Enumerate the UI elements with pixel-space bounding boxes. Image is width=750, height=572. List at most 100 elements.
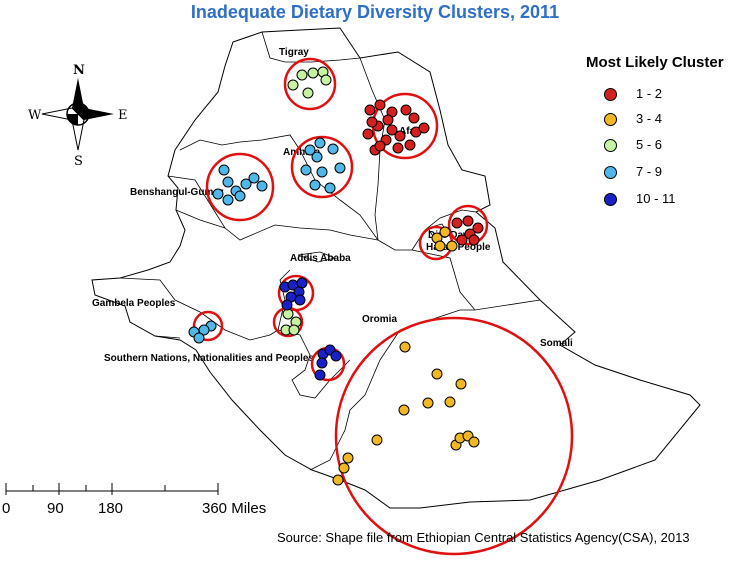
region-label-oromia: Oromia <box>362 314 397 325</box>
cluster-point <box>296 277 308 289</box>
scale-bar <box>5 483 219 495</box>
cluster-ring <box>192 310 224 342</box>
cluster-point <box>366 116 378 128</box>
cluster-point <box>392 142 404 154</box>
cluster-point <box>451 217 463 229</box>
compass-w-label: W <box>28 108 42 123</box>
cluster-point <box>212 188 224 200</box>
cluster-point <box>332 474 344 486</box>
cluster-point <box>400 104 412 116</box>
cluster-point <box>296 69 308 81</box>
cluster-point <box>342 452 354 464</box>
cluster-point <box>472 222 484 234</box>
cluster-point <box>222 194 234 206</box>
cluster-point <box>439 226 451 238</box>
legend-label: 1 - 2 <box>636 86 663 101</box>
cluster-point <box>334 162 346 174</box>
legend-label: 3 - 4 <box>636 111 663 126</box>
cluster-point <box>256 180 268 192</box>
region-label-gambela: Gambela Peoples <box>92 298 176 309</box>
cluster-point <box>468 436 480 448</box>
country-outline <box>91 27 701 509</box>
cluster-point <box>330 350 342 362</box>
cluster-point <box>287 79 299 91</box>
cluster-point <box>374 140 386 152</box>
cluster-point <box>374 99 386 111</box>
compass-s-label: S <box>74 154 83 169</box>
legend-label: 5 - 6 <box>636 137 663 152</box>
cluster-point <box>444 396 456 408</box>
cluster-point <box>281 299 293 311</box>
cluster-ring <box>205 152 275 222</box>
cluster-ring <box>283 57 337 111</box>
cluster-point <box>324 182 336 194</box>
legend-swatch <box>604 88 617 101</box>
cluster-point <box>408 112 420 124</box>
cluster-point <box>309 179 321 191</box>
cluster-point <box>362 128 374 140</box>
cluster-point <box>294 294 306 306</box>
cluster-point <box>456 234 468 246</box>
legend-swatch <box>604 193 617 206</box>
cluster-point <box>398 404 410 416</box>
map-title: Inadequate Dietary Diversity Clusters, 2… <box>190 2 560 22</box>
cluster-point <box>316 166 328 178</box>
scale-label-360: 360 Miles <box>202 500 267 517</box>
region-label-addis: Addis Ababa <box>290 253 351 264</box>
cluster-point <box>300 164 312 176</box>
scale-label-0: 0 <box>2 500 11 517</box>
region-label-tigray: Tigray <box>279 47 309 58</box>
region-label-afar: Afar <box>399 126 419 137</box>
cluster-point <box>455 378 467 390</box>
compass-e-label: E <box>118 108 128 123</box>
region-label-benshangul: Benshangul-Gumaz <box>130 187 224 198</box>
cluster-point <box>468 234 480 246</box>
cluster-point <box>316 357 328 369</box>
region-label-harari: Harari People <box>426 242 491 253</box>
cluster-point <box>302 87 314 99</box>
legend-item: 7 - 9 <box>604 164 744 180</box>
cluster-point <box>386 124 398 136</box>
legend-item: 3 - 4 <box>604 111 744 127</box>
cluster-ring <box>447 204 489 246</box>
cluster-point <box>282 308 294 320</box>
north-arrow-compass: N S E W <box>28 63 128 169</box>
legend-swatch <box>604 113 617 126</box>
scale-label-90: 90 <box>47 500 64 517</box>
region-label-snnp: Southern Nations, Nationalities and Peop… <box>104 353 314 364</box>
cluster-point <box>394 130 406 142</box>
legend-item: 1 - 2 <box>604 86 744 102</box>
cluster-point <box>311 151 323 163</box>
cluster-point <box>222 176 234 188</box>
cluster-point <box>218 164 230 176</box>
legend-title: Most Likely Cluster <box>586 54 724 71</box>
source-note: Source: Shape file from Ethiopian Centra… <box>277 530 690 545</box>
cluster-point <box>446 240 458 252</box>
cluster-point <box>399 341 411 353</box>
legend-swatch <box>604 166 617 179</box>
cluster-point <box>364 104 376 116</box>
region-label-somali: Somali <box>540 338 573 349</box>
cluster-point <box>314 369 326 381</box>
cluster-point <box>418 122 430 134</box>
cluster-point <box>404 139 416 151</box>
cluster-point <box>304 144 316 156</box>
cluster-point <box>422 397 434 409</box>
legend-label: 10 - 11 <box>636 191 676 206</box>
legend-item: 10 - 11 <box>604 191 744 207</box>
legend-item: 5 - 6 <box>604 137 744 153</box>
compass-n-label: N <box>73 63 85 78</box>
legend-label: 7 - 9 <box>636 164 663 179</box>
cluster-point <box>462 215 474 227</box>
cluster-ring <box>290 135 354 199</box>
scale-label-180: 180 <box>98 500 124 517</box>
cluster-point <box>431 368 443 380</box>
cluster-point <box>314 137 326 149</box>
cluster-point <box>193 332 205 344</box>
cluster-point <box>382 114 394 126</box>
cluster-point <box>240 178 252 190</box>
region-label-amhara: Amhara <box>283 147 321 158</box>
cluster-point <box>434 240 446 252</box>
cluster-point <box>288 324 300 336</box>
